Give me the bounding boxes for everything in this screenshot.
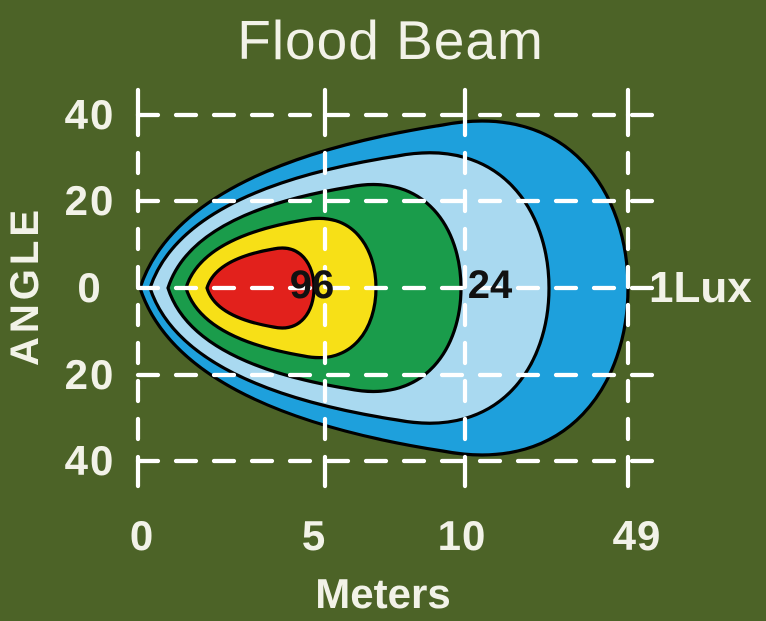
svg-text:96: 96 [290,263,335,307]
svg-text:24: 24 [468,263,513,307]
